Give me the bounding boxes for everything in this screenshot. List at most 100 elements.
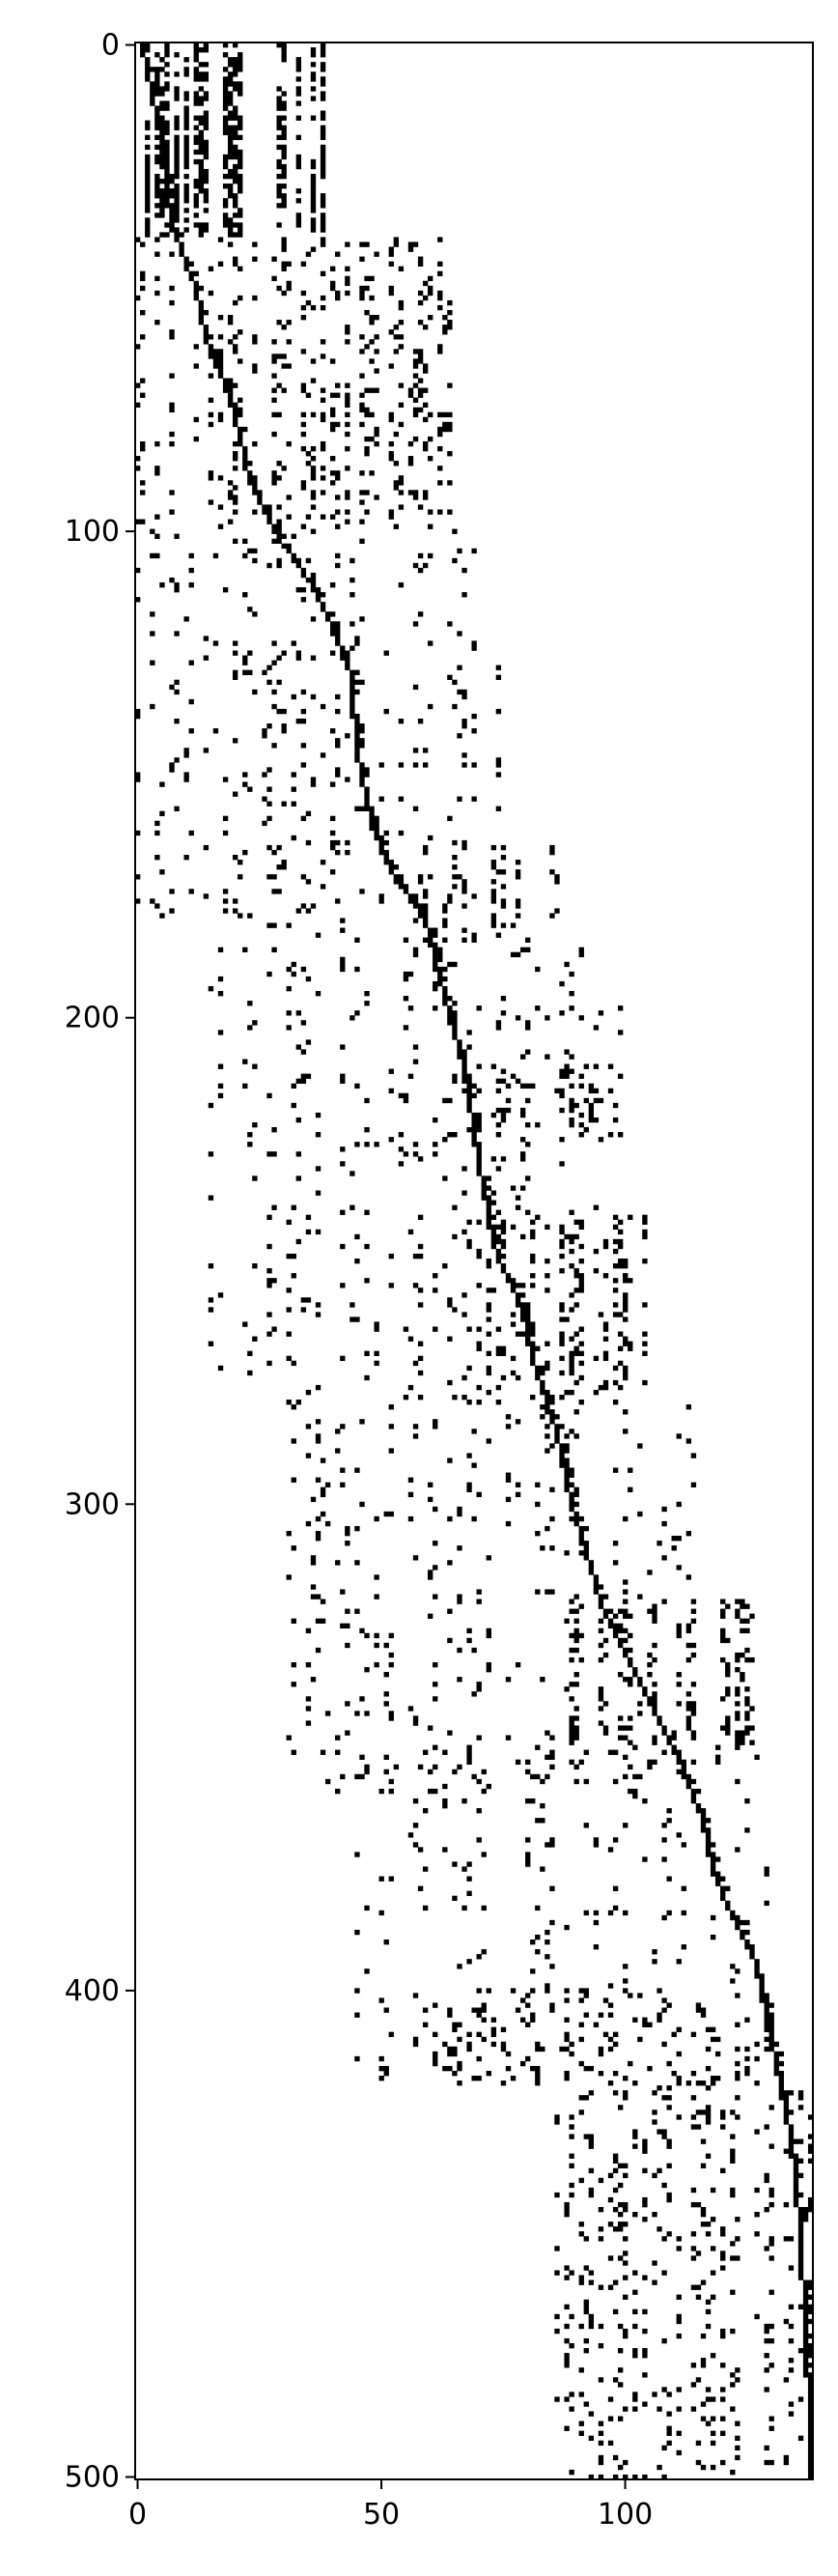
nonzero-cell [159,125,165,130]
nonzero-cell [452,703,458,710]
nonzero-cell [647,2065,653,2072]
nonzero-cell [198,188,204,194]
nonzero-cell [661,2474,667,2480]
nonzero-cell [233,791,238,797]
nonzero-cell [452,1204,458,1210]
nonzero-cell [252,475,258,481]
nonzero-cell [461,592,467,598]
nonzero-cell [623,1652,628,1658]
nonzero-cell [661,1730,667,1736]
nonzero-cell [593,1584,600,1590]
nonzero-cell [315,1312,321,1317]
nonzero-cell [545,1404,550,1410]
nonzero-cell [295,212,302,218]
nonzero-cell [725,1885,731,1891]
nonzero-cell [754,1754,760,1760]
nonzero-cell [154,212,160,218]
nonzero-cell [407,893,414,899]
nonzero-cell [393,485,400,491]
nonzero-cell [530,1083,536,1090]
nonzero-cell [617,1331,624,1337]
nonzero-cell [623,2095,628,2101]
nonzero-cell [461,1073,467,1079]
nonzero-cell [237,179,243,184]
nonzero-cell [281,466,287,471]
nonzero-cell [788,2138,795,2144]
nonzero-cell [730,1914,736,1921]
nonzero-cell [388,864,394,870]
nonzero-cell [720,2250,726,2256]
nonzero-cell [140,392,146,398]
nonzero-cell [340,1161,346,1167]
nonzero-cell [525,1209,531,1215]
nonzero-cell [388,329,394,335]
nonzero-cell [593,1389,600,1396]
nonzero-cell [140,52,146,58]
nonzero-cell [262,796,267,802]
nonzero-cell [807,2363,814,2368]
nonzero-cell [578,1759,584,1766]
nonzero-cell [578,1243,584,1250]
nonzero-cell [681,1759,686,1766]
nonzero-cell [417,320,424,326]
nonzero-cell [778,2070,784,2077]
nonzero-cell [549,1589,555,1595]
nonzero-cell [764,1871,769,1877]
x-tick-label: 100 [598,2498,653,2532]
nonzero-cell [749,1949,755,1955]
nonzero-cell [735,1847,740,1853]
nonzero-cell [320,212,326,218]
nonzero-cell [632,2323,638,2330]
nonzero-cell [193,57,199,63]
nonzero-cell [188,830,194,836]
nonzero-cell [466,1030,472,1035]
nonzero-cell [720,2459,726,2466]
nonzero-cell [793,2172,799,2179]
nonzero-cell [690,1608,697,1614]
nonzero-cell [227,115,234,121]
nonzero-cell [383,849,389,856]
nonzero-cell [447,815,453,822]
nonzero-cell [276,864,282,870]
nonzero-cell [164,154,170,160]
nonzero-cell [476,1400,482,1405]
nonzero-cell [471,645,477,651]
nonzero-cell [735,2236,740,2242]
nonzero-cell [617,1623,624,1629]
nonzero-cell [530,1258,536,1264]
nonzero-cell [447,2051,453,2057]
nonzero-cell [564,1686,570,1692]
nonzero-cell [295,1238,302,1245]
nonzero-cell [388,251,394,257]
nonzero-cell [578,1525,584,1532]
nonzero-cell [227,382,234,388]
nonzero-cell [569,1735,574,1741]
nonzero-cell [754,2055,760,2062]
nonzero-cell [383,860,389,865]
nonzero-cell [183,748,189,753]
nonzero-cell [208,349,214,354]
nonzero-cell [623,1910,628,1916]
nonzero-cell [617,2348,624,2354]
nonzero-cell [525,1321,531,1327]
nonzero-cell [154,188,160,194]
nonzero-cell [471,1142,477,1147]
nonzero-cell [364,387,370,393]
nonzero-cell [602,1701,609,1707]
nonzero-cell [519,1331,526,1337]
nonzero-cell [242,1059,248,1064]
nonzero-cell [642,1856,648,1862]
nonzero-cell [198,179,204,184]
nonzero-cell [768,2105,774,2110]
nonzero-cell [588,2313,595,2320]
nonzero-cell [593,1919,600,1926]
nonzero-cell [490,1224,497,1231]
nonzero-cell [476,1171,482,1176]
nonzero-cell [797,2158,804,2164]
nonzero-cell [725,1725,731,1731]
nonzero-cell [159,120,165,126]
nonzero-cell [281,105,287,111]
nonzero-cell [422,1866,429,1872]
nonzero-cell [802,2206,809,2213]
nonzero-cell [286,280,292,287]
